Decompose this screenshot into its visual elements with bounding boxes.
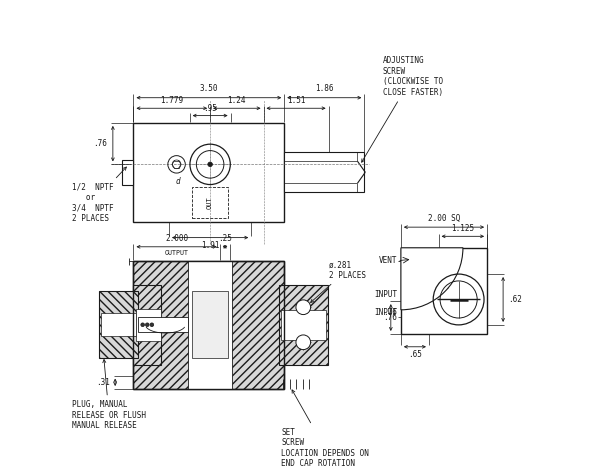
Bar [192,291,229,358]
Circle shape [296,300,311,315]
Text: 1/2  NPTF
   or
3/4  NPTF
2 PLACES: 1/2 NPTF or 3/4 NPTF 2 PLACES [72,167,127,223]
Bar [101,313,136,337]
Circle shape [208,162,212,167]
Bar [284,152,364,192]
Text: .76: .76 [383,313,397,322]
Bar [192,187,228,218]
Text: ø.281
2 PLACES: ø.281 2 PLACES [311,260,365,302]
Text: .65: .65 [408,350,422,359]
Text: 1.125: 1.125 [451,224,475,233]
Circle shape [141,323,145,327]
Text: 1.24: 1.24 [227,96,246,105]
Text: .95: .95 [203,104,217,113]
Bar [133,260,284,389]
Circle shape [145,323,149,327]
Bar [99,291,138,358]
Bar [133,260,284,389]
Circle shape [296,335,311,349]
Circle shape [150,323,154,327]
Text: .25: .25 [218,234,232,243]
Text: PLUG, MANUAL
RELEASE OR FLUSH
MANUAL RELEASE: PLUG, MANUAL RELEASE OR FLUSH MANUAL REL… [72,359,146,430]
Text: ADJUSTING
SCREW
(CLOCKWISE TO
CLOSE FASTER): ADJUSTING SCREW (CLOCKWISE TO CLOSE FAST… [362,57,443,162]
Wedge shape [401,248,463,310]
Bar [279,285,328,365]
Text: VENT: VENT [379,256,397,265]
Bar [122,159,133,185]
Text: 1.779: 1.779 [160,96,184,105]
Text: .76: .76 [94,139,107,148]
Text: 2.00 SQ: 2.00 SQ [428,214,460,223]
Text: OUT: OUT [207,196,213,208]
Text: SET
SCREW
LOCATION DEPENDS ON
END CAP ROTATION: SET SCREW LOCATION DEPENDS ON END CAP RO… [281,390,369,468]
Bar [133,285,161,365]
Text: INPUT: INPUT [374,308,397,317]
Text: 1.91: 1.91 [201,241,220,250]
Bar [136,309,161,341]
Text: INPUT: INPUT [374,290,397,299]
Bar [404,251,448,288]
Text: OUTPUT: OUTPUT [164,249,188,256]
Bar [401,248,487,334]
Bar [188,260,232,389]
Text: .76: .76 [383,298,397,317]
Text: 1.51: 1.51 [287,96,305,105]
Text: .31: .31 [96,378,110,387]
Bar [133,123,284,221]
Text: 2.000: 2.000 [165,234,188,243]
Text: .62: .62 [508,295,521,304]
Text: 3.50: 3.50 [200,84,218,93]
Text: d: d [176,177,180,186]
Text: 1.86: 1.86 [315,84,334,93]
Bar [281,309,326,340]
Bar [138,317,188,332]
